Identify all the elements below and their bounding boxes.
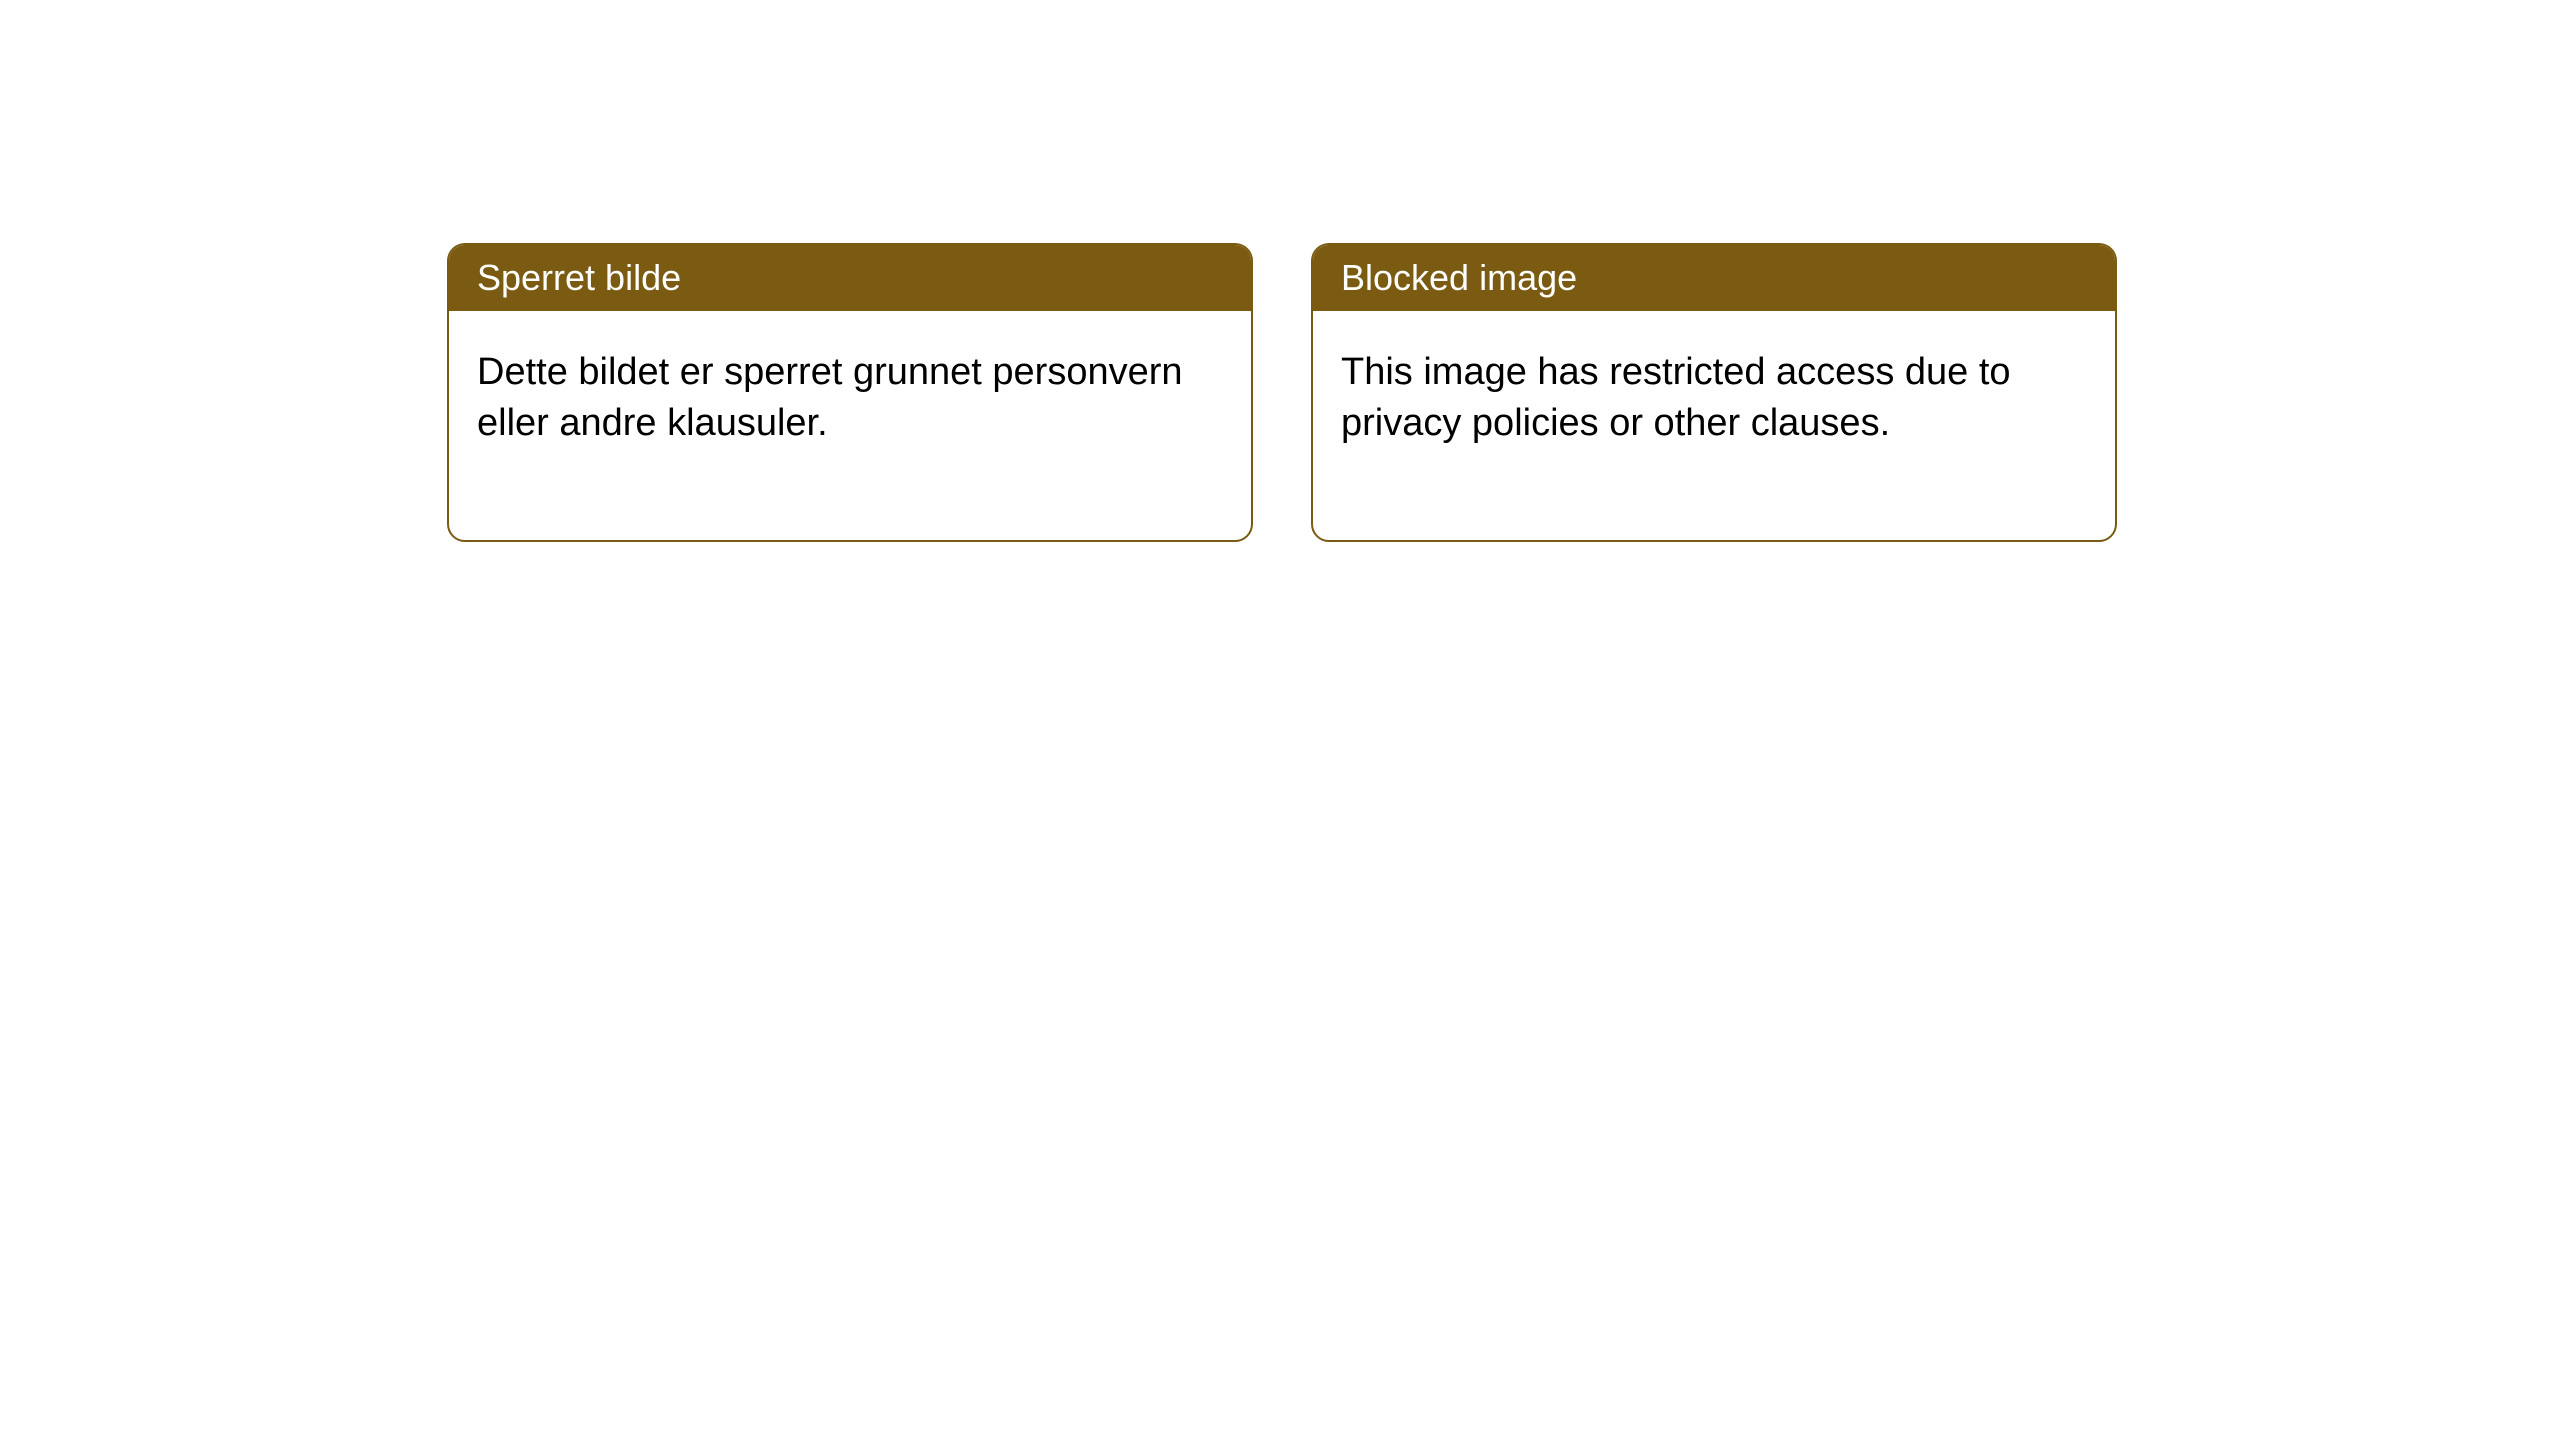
card-header-no: Sperret bilde [449,245,1251,311]
card-en: Blocked image This image has restricted … [1311,243,2117,542]
card-body-en: This image has restricted access due to … [1313,311,2115,540]
cards-container: Sperret bilde Dette bildet er sperret gr… [447,243,2117,542]
card-no: Sperret bilde Dette bildet er sperret gr… [447,243,1253,542]
card-body-no: Dette bildet er sperret grunnet personve… [449,311,1251,540]
card-header-en: Blocked image [1313,245,2115,311]
